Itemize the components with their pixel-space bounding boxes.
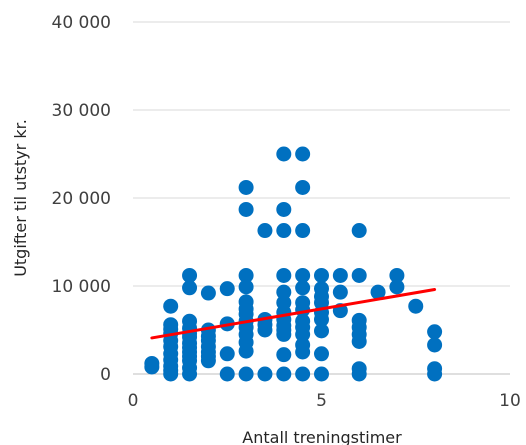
data-point — [314, 281, 329, 297]
data-point — [295, 280, 311, 296]
data-point — [182, 267, 198, 283]
x-axis-title: Antall treningstimer — [242, 428, 402, 445]
y-tick-label: 30 000 — [52, 101, 111, 121]
data-point — [314, 323, 329, 339]
data-point — [276, 347, 292, 363]
data-point — [257, 366, 273, 382]
data-point — [389, 267, 405, 283]
x-tick-label: 10 — [499, 391, 521, 411]
trendline — [150, 288, 437, 340]
data-point — [219, 281, 235, 297]
data-point — [238, 294, 254, 310]
data-point — [182, 280, 198, 296]
data-point — [276, 267, 292, 283]
grid-lines — [133, 21, 510, 287]
y-axis-title: Utgifter til utstyr kr. — [11, 119, 30, 277]
data-point — [389, 279, 405, 295]
data-point — [238, 201, 254, 217]
data-point — [314, 346, 329, 362]
data-point — [276, 366, 292, 382]
data-point — [295, 267, 311, 283]
data-point — [295, 179, 311, 195]
data-point — [351, 267, 367, 283]
x-tick-label: 5 — [316, 391, 327, 411]
data-point — [427, 337, 443, 353]
data-point — [295, 146, 311, 162]
data-point — [314, 366, 329, 382]
data-point — [332, 267, 348, 283]
y-tick-label: 40 000 — [52, 13, 111, 33]
data-point — [408, 298, 424, 314]
data-point — [200, 285, 216, 301]
y-tick-label: 10 000 — [52, 277, 111, 297]
data-point — [276, 146, 292, 162]
data-point — [276, 295, 292, 311]
data-point — [295, 366, 311, 382]
data-point — [238, 267, 254, 283]
data-point — [332, 284, 348, 300]
data-point — [238, 366, 254, 382]
data-point — [276, 284, 292, 300]
y-tick-labels: 0 10 000 20 000 30 000 40 000 — [52, 13, 111, 385]
data-point — [351, 312, 367, 328]
data-point — [370, 284, 386, 300]
data-point — [182, 313, 198, 329]
data-point — [427, 361, 443, 377]
data-point — [295, 223, 311, 239]
trendline-segment — [150, 288, 437, 340]
data-point — [238, 279, 254, 295]
data-point — [276, 201, 292, 217]
data-point — [351, 223, 367, 239]
data-point — [295, 313, 311, 329]
data-point — [219, 366, 235, 382]
data-point — [163, 317, 179, 333]
y-tick-label: 20 000 — [52, 189, 111, 209]
data-point — [144, 355, 160, 371]
data-point — [257, 223, 273, 239]
x-tick-label: 0 — [128, 391, 139, 411]
data-point — [295, 295, 311, 311]
x-tick-labels: 0 5 10 — [128, 391, 521, 411]
data-point — [238, 179, 254, 195]
data-point — [351, 361, 367, 377]
data-point — [219, 346, 235, 362]
data-point — [163, 298, 179, 314]
data-points — [144, 146, 443, 382]
data-point — [276, 223, 292, 239]
y-tick-label: 0 — [100, 365, 111, 385]
data-point — [295, 337, 311, 353]
data-point — [314, 267, 329, 283]
data-point — [427, 324, 443, 340]
